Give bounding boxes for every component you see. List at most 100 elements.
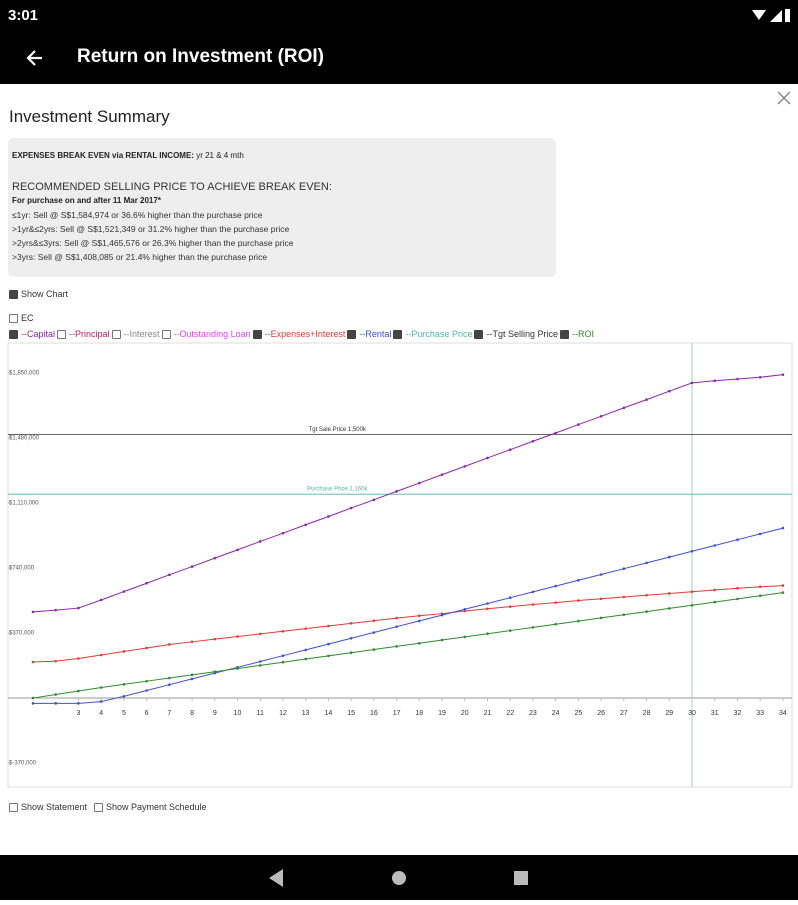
checkbox[interactable] bbox=[9, 290, 18, 300]
legend-checkbox[interactable] bbox=[57, 330, 67, 340]
legend-checkbox[interactable] bbox=[161, 330, 171, 340]
data-point bbox=[577, 578, 580, 582]
data-point bbox=[645, 593, 648, 597]
status-bar: 3:01 bbox=[0, 0, 798, 34]
data-point bbox=[736, 377, 739, 381]
data-point bbox=[145, 679, 148, 683]
legend-label: --Rental bbox=[359, 329, 392, 339]
checkbox[interactable] bbox=[94, 803, 103, 813]
legend-label: --Expenses+Interest bbox=[264, 329, 346, 339]
data-point bbox=[327, 654, 330, 658]
data-point bbox=[54, 693, 58, 696]
data-point bbox=[645, 398, 648, 401]
nav-recent[interactable] bbox=[514, 871, 528, 885]
data-point bbox=[77, 657, 80, 660]
data-point bbox=[486, 632, 489, 636]
data-point bbox=[736, 597, 739, 601]
data-point bbox=[758, 594, 762, 598]
data-point bbox=[577, 423, 580, 426]
checkbox[interactable] bbox=[9, 803, 18, 813]
data-point bbox=[213, 637, 217, 641]
close-button[interactable] bbox=[776, 90, 792, 106]
data-point bbox=[554, 431, 557, 435]
data-point bbox=[190, 677, 194, 681]
app-title: Return on Investment (ROI) bbox=[77, 46, 325, 67]
data-point bbox=[667, 555, 671, 559]
data-point bbox=[395, 625, 398, 628]
legend-checkbox[interactable] bbox=[252, 330, 262, 340]
data-point bbox=[281, 629, 285, 633]
legend-checkbox[interactable] bbox=[393, 330, 403, 340]
x-tick-label: 17 bbox=[393, 710, 401, 717]
option-label: Show Chart bbox=[21, 289, 69, 299]
legend-item[interactable]: --Capital bbox=[9, 329, 55, 340]
legend-checkbox[interactable] bbox=[9, 330, 18, 340]
status-icons bbox=[752, 9, 790, 22]
legend-item[interactable]: --Outstanding Loan bbox=[161, 329, 251, 340]
legend-checkbox[interactable] bbox=[474, 330, 484, 340]
option[interactable]: Show Chart bbox=[9, 289, 69, 300]
x-tick-label: 21 bbox=[484, 710, 492, 717]
nav-home[interactable] bbox=[392, 871, 406, 885]
data-point bbox=[736, 538, 739, 541]
data-point bbox=[463, 635, 467, 639]
legend-checkbox[interactable] bbox=[559, 330, 569, 340]
legend-item[interactable]: --Purchase Price bbox=[393, 329, 472, 340]
data-point bbox=[713, 600, 717, 604]
data-point bbox=[168, 676, 171, 680]
legend-item[interactable]: --Tgt Selling Price bbox=[474, 329, 558, 340]
checkbox[interactable] bbox=[9, 314, 18, 324]
back-button[interactable] bbox=[24, 46, 48, 70]
data-point bbox=[690, 603, 694, 607]
data-point bbox=[258, 660, 262, 663]
data-point bbox=[54, 608, 58, 612]
option[interactable]: Show Statement bbox=[9, 802, 87, 813]
data-point bbox=[304, 648, 307, 652]
series-line bbox=[32, 527, 784, 704]
nav-back[interactable] bbox=[269, 869, 283, 887]
x-tick-label: 12 bbox=[279, 710, 287, 717]
data-point bbox=[372, 648, 376, 651]
data-point bbox=[690, 590, 694, 594]
recommend-line: >3yrs: Sell @ S$1,408,085 or 21.4% highe… bbox=[12, 252, 268, 262]
data-point bbox=[440, 613, 444, 617]
data-point bbox=[349, 636, 353, 640]
y-tick-label: $740,000 bbox=[9, 566, 35, 572]
legend-item[interactable]: --Rental bbox=[347, 329, 392, 340]
y-tick-label: $1,850,000 bbox=[9, 370, 40, 376]
x-tick-label: 5 bbox=[122, 710, 126, 717]
data-point bbox=[622, 613, 626, 617]
data-point bbox=[213, 670, 217, 673]
x-tick-label: 32 bbox=[734, 710, 742, 717]
data-point bbox=[758, 585, 762, 589]
option[interactable]: EC bbox=[9, 313, 34, 324]
option[interactable]: Show Payment Schedule bbox=[94, 802, 207, 813]
data-point bbox=[122, 650, 126, 653]
legend-item[interactable]: --ROI bbox=[559, 329, 594, 340]
data-point bbox=[258, 540, 262, 543]
data-point bbox=[781, 373, 785, 376]
data-point bbox=[31, 702, 35, 705]
legend-item[interactable]: --Interest bbox=[111, 329, 160, 340]
legend-item[interactable]: --Principal bbox=[57, 329, 110, 340]
data-point bbox=[577, 599, 580, 602]
data-point bbox=[304, 657, 307, 661]
legend-checkbox[interactable] bbox=[347, 330, 357, 340]
data-point bbox=[599, 573, 603, 576]
plot-frame bbox=[7, 342, 793, 788]
data-point bbox=[168, 683, 171, 687]
data-point bbox=[622, 567, 626, 570]
x-tick-label: 28 bbox=[643, 710, 651, 717]
data-point bbox=[599, 597, 603, 601]
legend-checkbox[interactable] bbox=[111, 330, 121, 340]
legend-item[interactable]: --Expenses+Interest bbox=[252, 329, 346, 340]
option-label: EC bbox=[21, 313, 34, 323]
data-point bbox=[258, 632, 262, 636]
data-point bbox=[99, 653, 103, 657]
data-point bbox=[372, 498, 376, 502]
x-tick-label: 11 bbox=[257, 710, 264, 717]
data-point bbox=[599, 616, 603, 620]
x-tick-label: 25 bbox=[574, 710, 582, 717]
data-point bbox=[122, 683, 126, 686]
